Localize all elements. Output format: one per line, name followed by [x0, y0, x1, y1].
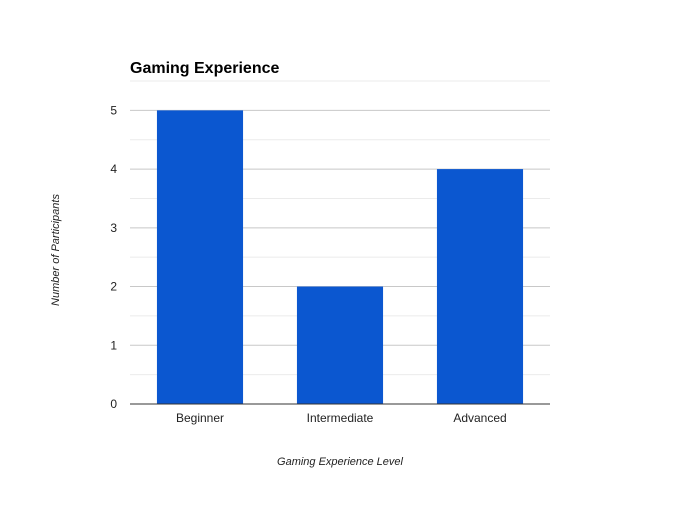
x-axis-title: Gaming Experience Level: [277, 456, 404, 468]
y-tick-label: 4: [110, 162, 117, 176]
y-tick-label: 0: [110, 397, 117, 411]
x-tick-label: Advanced: [453, 411, 506, 425]
x-tick-labels: Beginner Intermediate Advanced: [176, 411, 507, 425]
bar-beginner: [156, 110, 244, 404]
y-tick-label: 2: [110, 280, 117, 294]
x-tick-label: Beginner: [176, 411, 224, 425]
chart-title: Gaming Experience: [130, 60, 279, 77]
y-tick-label: 5: [110, 103, 117, 117]
y-axis-title: Number of Participants: [50, 194, 62, 306]
bars: [156, 110, 524, 404]
x-tick-label: Intermediate: [307, 411, 374, 425]
bar-advanced: [436, 169, 524, 404]
y-tick-labels: 0 1 2 3 4 5: [110, 103, 117, 411]
y-tick-label: 3: [110, 221, 117, 235]
y-tick-label: 1: [110, 338, 117, 352]
bar-intermediate: [296, 286, 384, 404]
